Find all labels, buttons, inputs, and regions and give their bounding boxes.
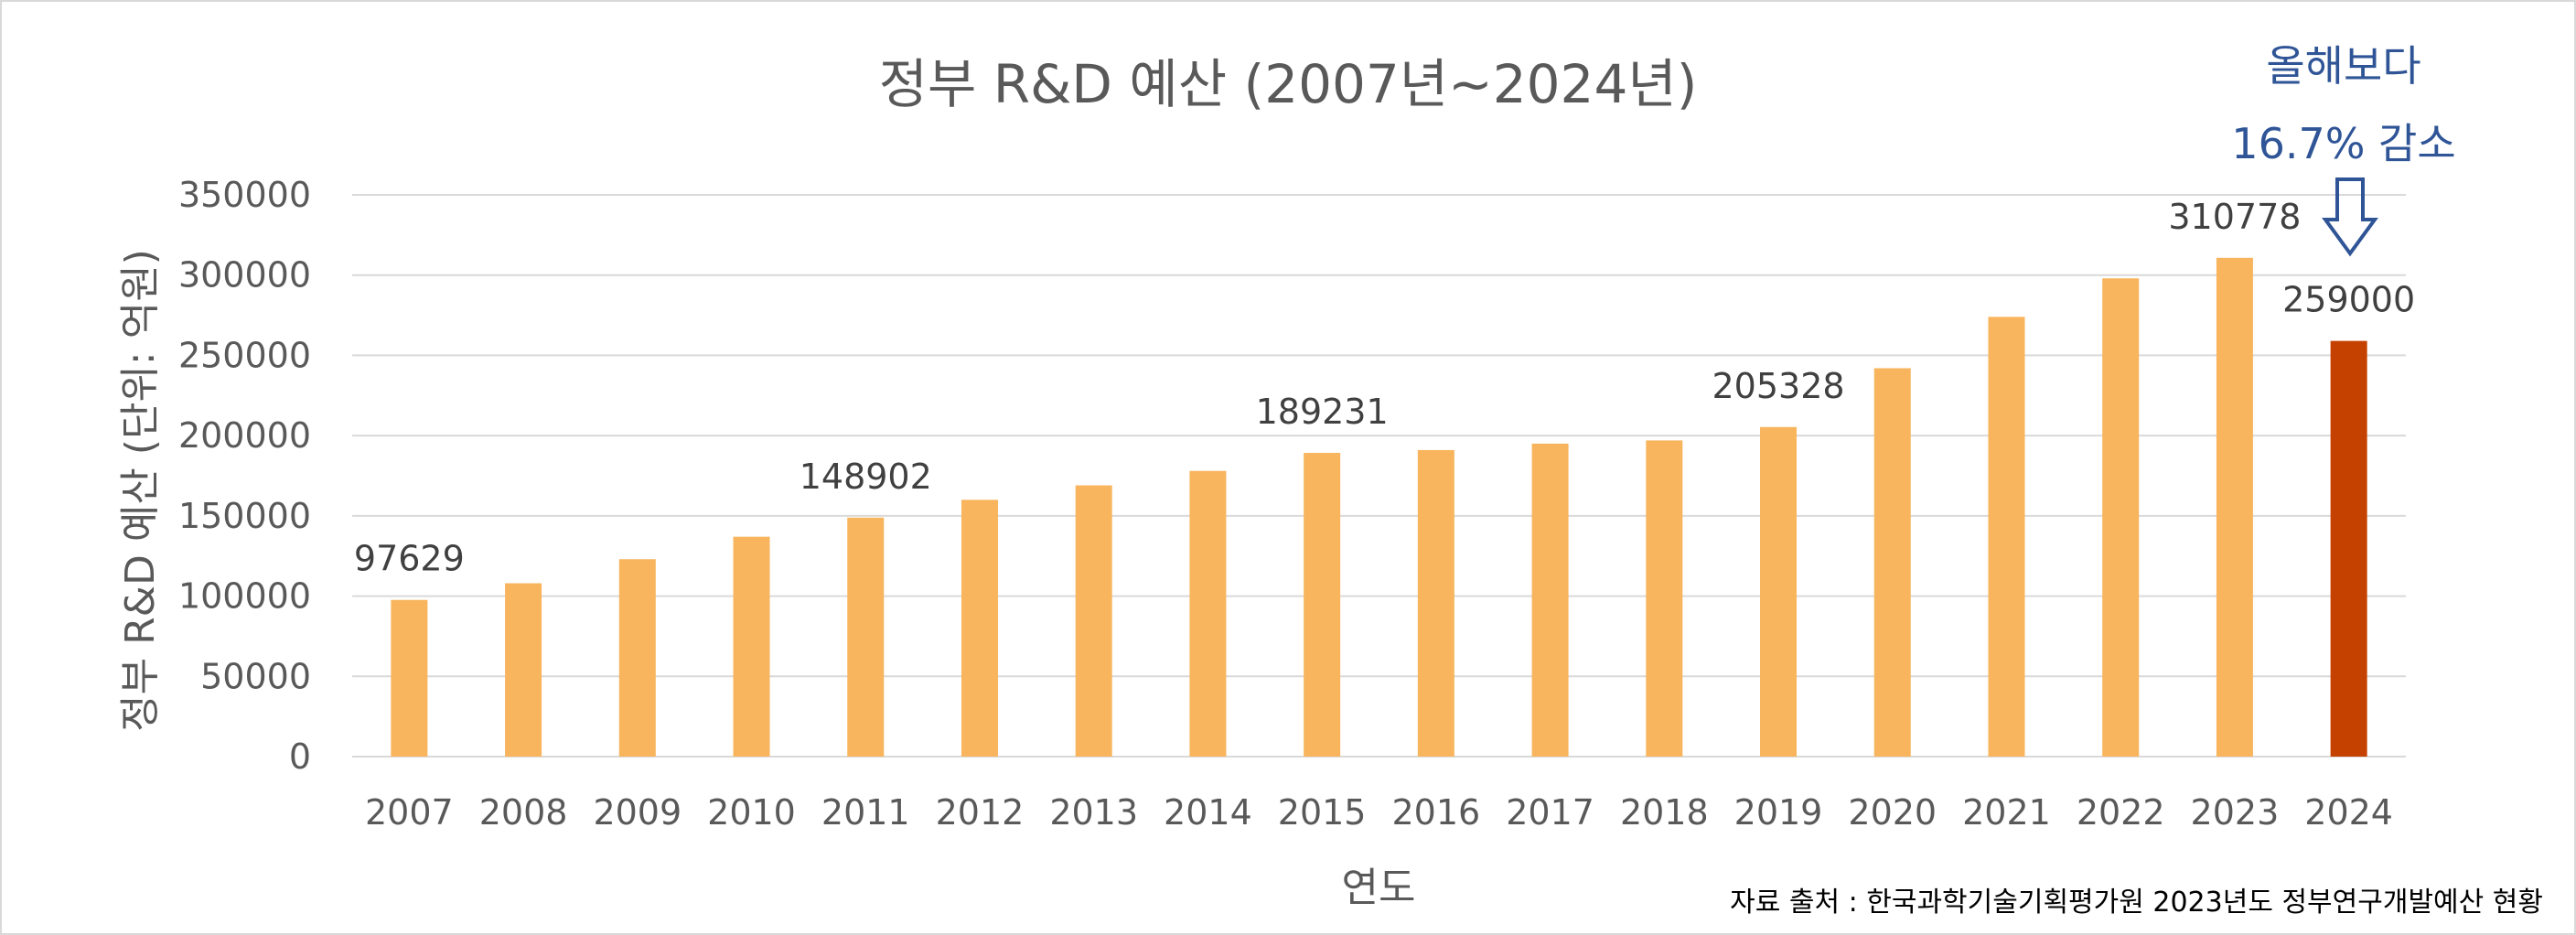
data-label-2015: 189231 [1256, 392, 1389, 432]
bars [391, 257, 2367, 757]
chart-title: 정부 R&D 예산 (2007년~2024년) [879, 53, 1698, 115]
bar-2022 [2102, 278, 2140, 757]
bar-2024 [2330, 340, 2367, 757]
y-tick-label: 250000 [178, 335, 311, 375]
x-tick-label: 2007 [365, 792, 454, 833]
x-tick-label: 2016 [1392, 792, 1481, 833]
y-tick-label: 0 [289, 736, 311, 777]
data-label-2024: 259000 [2282, 280, 2415, 320]
x-tick-label: 2010 [707, 792, 796, 833]
data-label-2011: 148902 [800, 457, 932, 497]
bar-2015 [1304, 453, 1341, 757]
data-labels: 97629 148902 189231 205328 310778 259000 [354, 197, 2415, 579]
x-tick-label: 2011 [821, 792, 910, 833]
bar-2012 [961, 500, 998, 757]
bar-2023 [2216, 257, 2253, 757]
bar-2021 [1988, 317, 2025, 757]
x-tick-label: 2021 [1962, 792, 2051, 833]
bar-2009 [618, 559, 656, 757]
bar-2010 [733, 536, 770, 757]
y-tick-label: 50000 [200, 656, 311, 696]
y-axis-title: 정부 R&D 예산 (단위: 억원) [117, 249, 164, 732]
source-note: 자료 출처 : 한국과학기술기획평가원 2023년도 정부연구개발예산 현황 [1730, 887, 2543, 919]
y-axis-ticks: 0 50000 100000 150000 200000 250000 300000 3500… [178, 175, 311, 777]
x-tick-label: 2024 [2304, 792, 2393, 833]
x-tick-label: 2018 [1620, 792, 1709, 833]
bar-2019 [1760, 426, 1798, 757]
bar-2017 [1531, 443, 1569, 757]
down-arrow-icon [2322, 177, 2378, 257]
bar-2014 [1189, 470, 1227, 757]
data-label-2019: 205328 [1712, 366, 1844, 406]
bar-2008 [505, 583, 542, 757]
bar-2007 [391, 599, 428, 757]
bar-2016 [1417, 449, 1454, 757]
x-tick-label: 2014 [1164, 792, 1252, 833]
bar-2011 [847, 517, 885, 757]
x-tick-label: 2020 [1848, 792, 1937, 833]
x-tick-label: 2008 [479, 792, 568, 833]
y-tick-label: 200000 [178, 415, 311, 456]
annotation-line1: 올해보다 [2266, 41, 2420, 91]
x-tick-label: 2017 [1506, 792, 1594, 833]
x-tick-label: 2015 [1278, 792, 1367, 833]
y-tick-label: 350000 [178, 175, 311, 215]
bar-2013 [1075, 485, 1112, 757]
data-label-2007: 97629 [354, 539, 465, 579]
x-tick-label: 2013 [1049, 792, 1138, 833]
bar-2018 [1646, 440, 1683, 757]
annotation-line2: 16.7% 감소 [2231, 119, 2455, 168]
x-tick-label: 2023 [2191, 792, 2280, 833]
x-tick-label: 2009 [593, 792, 682, 833]
gridlines [352, 194, 2406, 758]
x-tick-label: 2012 [936, 792, 1025, 833]
x-axis-ticks: 2007 2008 2009 2010 2011 2012 2013 2014 2015 2016… [365, 792, 2393, 833]
y-tick-label: 100000 [178, 576, 311, 617]
x-axis-title: 연도 [1342, 865, 1416, 911]
y-tick-label: 150000 [178, 496, 311, 536]
y-tick-label: 300000 [178, 255, 311, 296]
data-label-2023: 310778 [2168, 197, 2301, 237]
x-tick-label: 2022 [2077, 792, 2165, 833]
bar-2020 [1873, 368, 1911, 757]
x-tick-label: 2019 [1734, 792, 1823, 833]
